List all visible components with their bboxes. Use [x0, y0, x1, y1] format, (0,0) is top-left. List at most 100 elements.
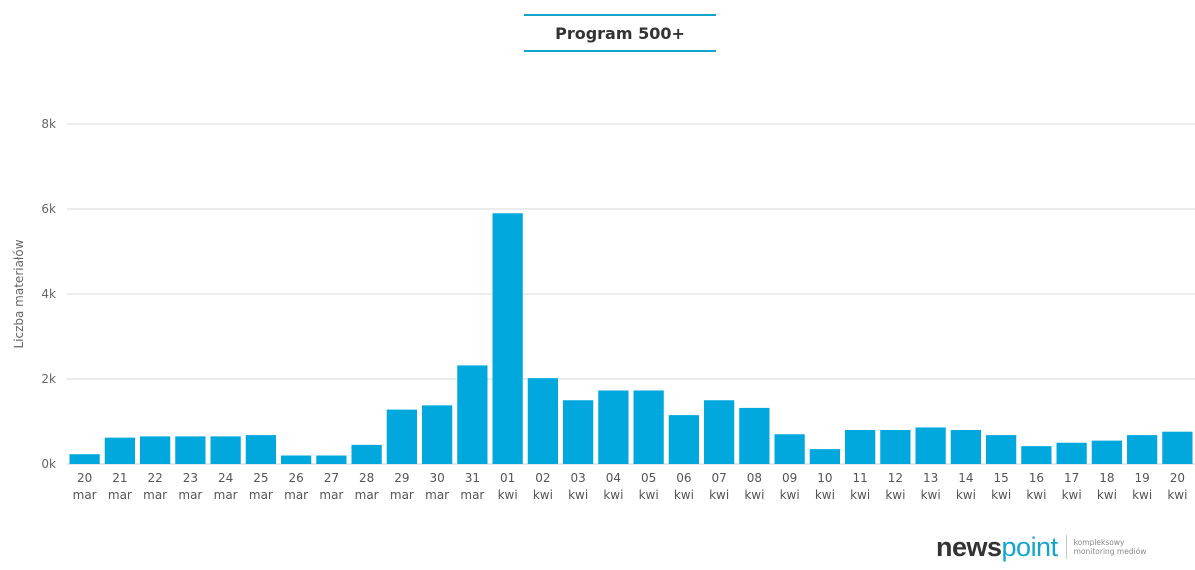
x-tick-label-day: 11: [852, 471, 867, 485]
logo-tagline-line-2: monitoring mediów: [1073, 547, 1147, 556]
bar: [880, 430, 911, 464]
x-tick-label-month: mar: [249, 488, 273, 502]
x-tick-label-day: 25: [253, 471, 268, 485]
bar: [351, 444, 382, 464]
x-tick-label-day: 18: [1099, 471, 1114, 485]
x-tick-label-day: 01: [500, 471, 515, 485]
x-tick-label-day: 27: [324, 471, 339, 485]
newspoint-logo: newspoint kompleksowy monitoring mediów: [936, 530, 1146, 564]
y-tick-label: 2k: [41, 372, 56, 386]
y-tick-label: 6k: [41, 202, 56, 216]
bar: [281, 455, 312, 464]
x-tick-label-month: kwi: [639, 488, 659, 502]
bar: [563, 400, 594, 464]
bar: [175, 436, 206, 464]
bar: [492, 213, 523, 464]
bar: [1127, 435, 1158, 464]
bar: [527, 378, 558, 464]
bar: [986, 435, 1017, 464]
x-tick-label-day: 15: [993, 471, 1008, 485]
x-tick-label-day: 08: [747, 471, 762, 485]
x-tick-label-day: 14: [958, 471, 973, 485]
bar: [422, 405, 453, 464]
bar: [316, 455, 347, 464]
x-tick-label-month: kwi: [921, 488, 941, 502]
x-tick-label-month: kwi: [1167, 488, 1187, 502]
x-tick-label-day: 07: [711, 471, 726, 485]
bar: [1056, 442, 1087, 464]
logo-word-point: point: [1001, 531, 1059, 562]
bar: [774, 434, 805, 464]
bar: [845, 430, 876, 464]
x-tick-label-day: 12: [888, 471, 903, 485]
grid-lines: [67, 123, 1195, 465]
x-tick-label-day: 23: [183, 471, 198, 485]
x-tick-label-month: mar: [355, 488, 379, 502]
x-tick-label-month: kwi: [885, 488, 905, 502]
x-tick-label-month: mar: [178, 488, 202, 502]
x-tick-label-month: kwi: [674, 488, 694, 502]
y-tick-label: 0k: [41, 457, 56, 471]
x-tick-label-day: 21: [112, 471, 127, 485]
x-tick-label-day: 24: [218, 471, 233, 485]
x-tick-label-month: kwi: [991, 488, 1011, 502]
x-tick-label-month: kwi: [1097, 488, 1117, 502]
x-tick-label-day: 04: [606, 471, 621, 485]
logo-divider: [1065, 535, 1067, 559]
x-tick-label-day: 09: [782, 471, 797, 485]
x-tick-label-month: kwi: [533, 488, 553, 502]
x-tick-label-month: kwi: [1062, 488, 1082, 502]
x-tick-label-day: 26: [288, 471, 303, 485]
bar: [950, 430, 981, 464]
x-tick-label-month: kwi: [1026, 488, 1046, 502]
y-tick-label: 8k: [41, 117, 56, 131]
x-tick-label-month: mar: [214, 488, 238, 502]
bar: [1021, 446, 1052, 464]
bar: [739, 407, 770, 464]
y-axis-label: Liczba materiałów: [12, 239, 26, 348]
y-tick-label: 4k: [41, 287, 56, 301]
x-tick-label-month: kwi: [780, 488, 800, 502]
bar: [140, 436, 171, 464]
x-tick-label-month: mar: [390, 488, 414, 502]
x-tick-label-month: kwi: [815, 488, 835, 502]
x-tick-label-month: mar: [425, 488, 449, 502]
x-tick-label-month: mar: [108, 488, 132, 502]
logo-tagline-line-1: kompleksowy: [1073, 538, 1125, 547]
bar: [104, 437, 135, 464]
bar: [1162, 431, 1193, 464]
bar: [668, 415, 699, 464]
bar: [1091, 440, 1122, 464]
bar: [704, 400, 735, 464]
x-tick-label-day: 31: [465, 471, 480, 485]
bar: [386, 409, 417, 464]
bar: [69, 454, 100, 464]
bar: [598, 390, 629, 464]
x-tick-label-day: 16: [1029, 471, 1044, 485]
x-tick-label-month: kwi: [850, 488, 870, 502]
bar: [915, 427, 946, 464]
x-tick-label-day: 03: [570, 471, 585, 485]
chart-title: Program 500+: [555, 23, 685, 43]
logo-wordmark: newspoint: [936, 531, 1059, 562]
x-tick-label-day: 20: [77, 471, 92, 485]
x-tick-label-month: mar: [319, 488, 343, 502]
x-tick-label-month: kwi: [568, 488, 588, 502]
x-tick-label-day: 02: [535, 471, 550, 485]
x-tick-label-month: mar: [460, 488, 484, 502]
x-tick-label-day: 06: [676, 471, 691, 485]
logo-word-news: news: [936, 531, 1002, 562]
x-tick-label-day: 10: [817, 471, 832, 485]
x-tick-label-day: 17: [1064, 471, 1079, 485]
x-tick-label-month: kwi: [744, 488, 764, 502]
logo-tagline: kompleksowy monitoring mediów: [1074, 538, 1147, 556]
x-tick-label-day: 29: [394, 471, 409, 485]
x-tick-label-day: 28: [359, 471, 374, 485]
chart-title-box: Program 500+: [524, 14, 716, 52]
x-tick-label-day: 13: [923, 471, 938, 485]
x-tick-label-day: 20: [1170, 471, 1185, 485]
bars: [69, 213, 1193, 464]
bar: [245, 435, 276, 464]
x-tick-label-month: kwi: [956, 488, 976, 502]
x-tick-label-month: mar: [73, 488, 97, 502]
